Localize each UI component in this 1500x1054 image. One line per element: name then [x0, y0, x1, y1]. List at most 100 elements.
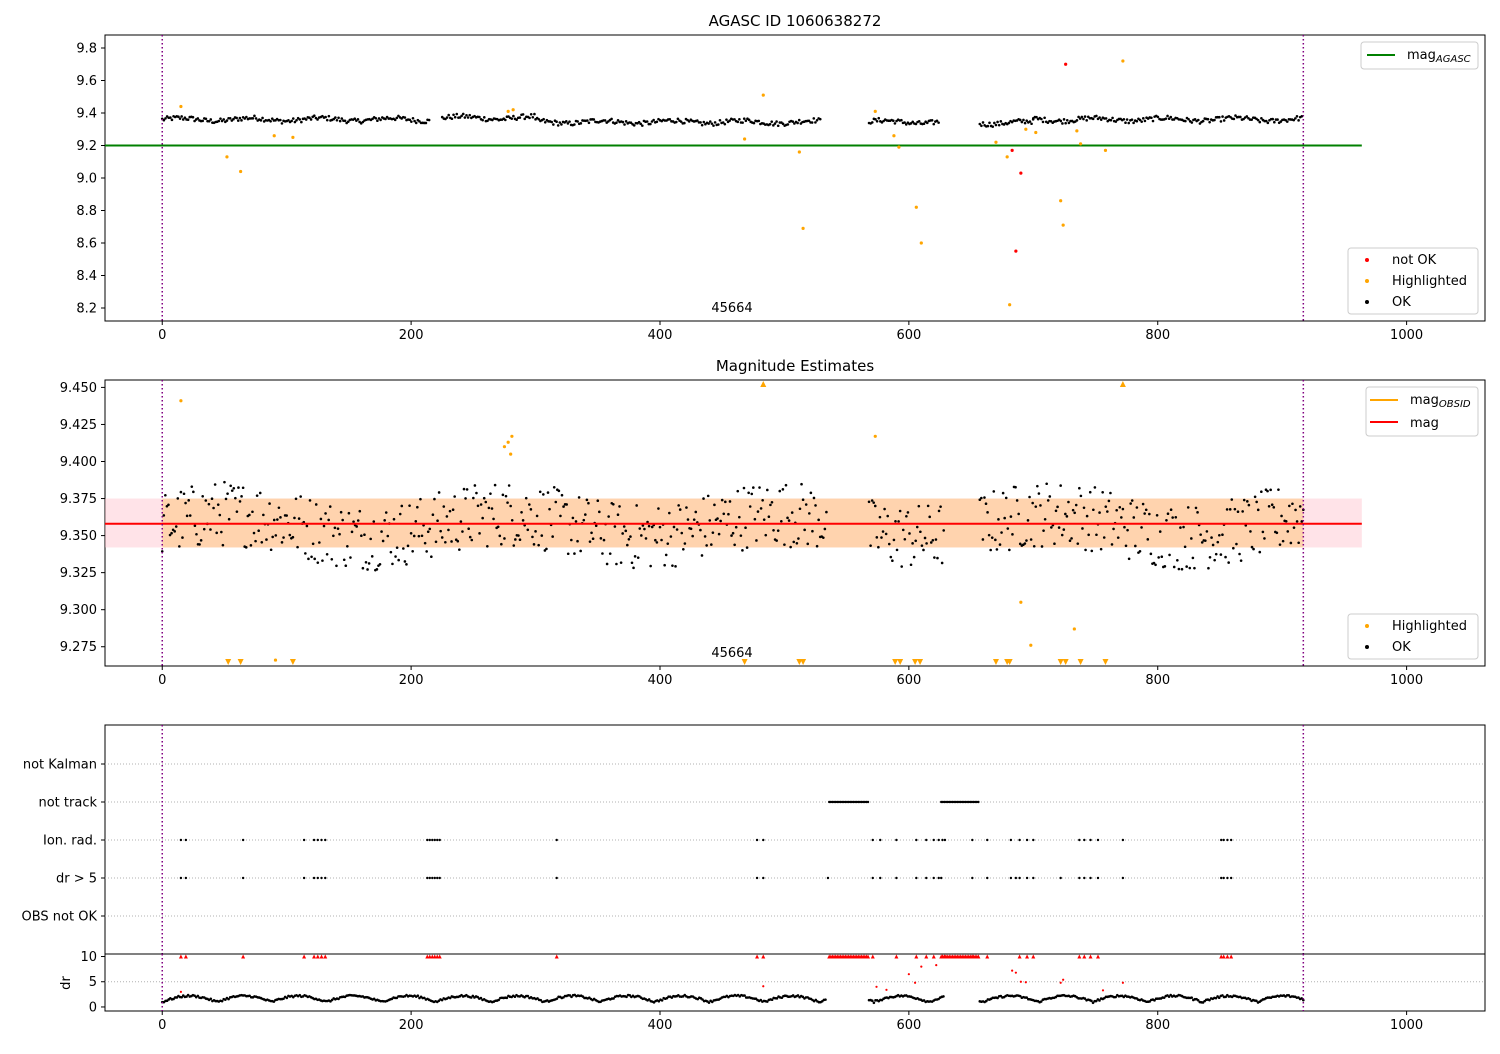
p4-capped-marker-3 — [302, 954, 307, 959]
p1-ok-point — [178, 117, 182, 120]
p1-ok-point — [576, 120, 579, 123]
p2-ok-point — [529, 508, 533, 511]
p3-ion-rad-marker-19 — [895, 838, 898, 842]
p2-ok-point — [1230, 498, 1234, 501]
p4-capped-marker-16 — [761, 954, 766, 959]
p4-dr-point — [1025, 996, 1029, 999]
p2-ok-point — [314, 503, 318, 506]
p2-ok-point — [897, 520, 900, 523]
p2-ok-point — [612, 502, 615, 506]
p2-ok-point — [507, 484, 511, 487]
p4-xtick-label-800: 800 — [1145, 1018, 1170, 1033]
p2-ytick-label-9.325: 9.325 — [60, 566, 97, 581]
p2-ok-point — [545, 547, 548, 551]
p2-ok-point — [311, 542, 315, 546]
p1-ok-point — [1273, 120, 1276, 124]
p2-ok-point — [775, 539, 778, 542]
p1-highlighted-point-6 — [511, 108, 515, 112]
p1-xtick-label-0: 0 — [158, 328, 166, 343]
p3-dr5-marker-41 — [1226, 876, 1229, 880]
p2-ok-point — [689, 527, 693, 531]
p2-ok-point — [249, 544, 253, 547]
p2-ok-point — [641, 524, 645, 527]
p2-ok-point — [1014, 485, 1017, 489]
panel2-legend-mag-obsid-subscript: OBSID — [1439, 399, 1471, 410]
p2-ok-point — [209, 528, 212, 531]
p4-dr-point — [1255, 999, 1258, 1003]
p3-dr5-marker-39 — [1219, 876, 1223, 880]
p2-ok-point — [344, 564, 348, 568]
p2-ok-point — [1239, 559, 1243, 562]
p2-ok-point — [1126, 528, 1129, 532]
p3-ion-rad-marker-10 — [431, 838, 434, 842]
p3-dr5-marker-28 — [1009, 876, 1013, 880]
p3-dr5-marker-29 — [1014, 876, 1018, 880]
magnitude-estimates-panel: Magnitude Estimates 0 200 400 600 800 1000 9.2… — [60, 357, 1486, 688]
p2-ok-point — [498, 534, 502, 538]
p3-ion-rad-marker-17 — [871, 838, 874, 842]
p2-ok-point — [476, 504, 480, 508]
p2-ok-point — [756, 510, 760, 513]
p2-ok-point — [576, 539, 579, 543]
p4-dr-point — [770, 998, 774, 1002]
p1-ok-point — [674, 120, 678, 124]
p4-red-point-13 — [1062, 978, 1065, 981]
p2-ok-point — [657, 507, 660, 510]
p4-dr-point — [701, 998, 704, 1001]
p1-ok-point — [243, 117, 247, 120]
p1-highlighted-point-12 — [892, 134, 896, 138]
p2-ok-point — [764, 533, 768, 537]
p2-ok-point — [778, 489, 782, 493]
p2-ok-point — [925, 542, 928, 545]
p1-xtick-label-200: 200 — [399, 328, 424, 343]
p1-ok-point — [1124, 121, 1127, 125]
p2-ok-point — [356, 519, 360, 522]
p2-ytick-label-9.375: 9.375 — [60, 492, 97, 507]
p2-ok-point — [1233, 507, 1237, 511]
p2-ok-point — [333, 526, 337, 530]
p3-not-track-marker — [977, 800, 980, 804]
p2-ok-point — [288, 533, 292, 537]
p1-ok-point — [696, 119, 699, 122]
p2-ok-point — [342, 558, 346, 562]
p3-ion-rad-marker-13 — [438, 838, 441, 842]
p2-ok-point — [574, 520, 578, 523]
p2-ok-point — [934, 538, 938, 541]
p2-ok-point — [678, 508, 682, 511]
p2-ok-point — [1006, 527, 1010, 530]
p3-category-label-2: Ion. rad. — [43, 834, 97, 849]
p1-ok-point — [991, 125, 995, 128]
p1-ok-point — [1141, 117, 1145, 120]
p4-dr-point — [395, 996, 399, 1000]
p2-ok-point — [772, 528, 775, 532]
p2-ok-point — [790, 511, 794, 514]
p2-ok-point — [710, 543, 713, 546]
p2-ok-point — [162, 514, 166, 517]
p2-ok-point — [624, 529, 628, 533]
p4-dr-point — [1162, 996, 1166, 999]
p2-ok-point — [1218, 533, 1221, 537]
p2-ok-point — [381, 539, 385, 543]
p2-ok-point — [806, 542, 810, 546]
p2-ok-point — [1082, 506, 1086, 510]
p4-capped-marker-18 — [894, 954, 899, 959]
p2-ok-point — [596, 499, 600, 502]
p2-ok-point — [1258, 550, 1262, 554]
p1-ok-point — [725, 118, 728, 121]
p1-ok-point — [1082, 117, 1085, 121]
p2-ok-point — [716, 517, 719, 520]
p1-ok-point — [1300, 114, 1304, 118]
p1-ok-point — [615, 121, 618, 124]
p1-highlighted-point-0 — [179, 104, 183, 109]
p2-ok-point — [804, 503, 808, 506]
p2-ok-point — [747, 491, 750, 495]
p2-ok-point — [727, 512, 730, 516]
p2-ok-point — [394, 555, 397, 558]
p2-ok-point — [1252, 547, 1255, 551]
p2-ok-point — [1068, 539, 1072, 542]
p2-ok-point — [898, 509, 902, 513]
p2-ok-point — [1288, 504, 1291, 508]
p1-ok-point — [1064, 121, 1067, 125]
p4-capped-marker-34 — [1221, 954, 1226, 959]
